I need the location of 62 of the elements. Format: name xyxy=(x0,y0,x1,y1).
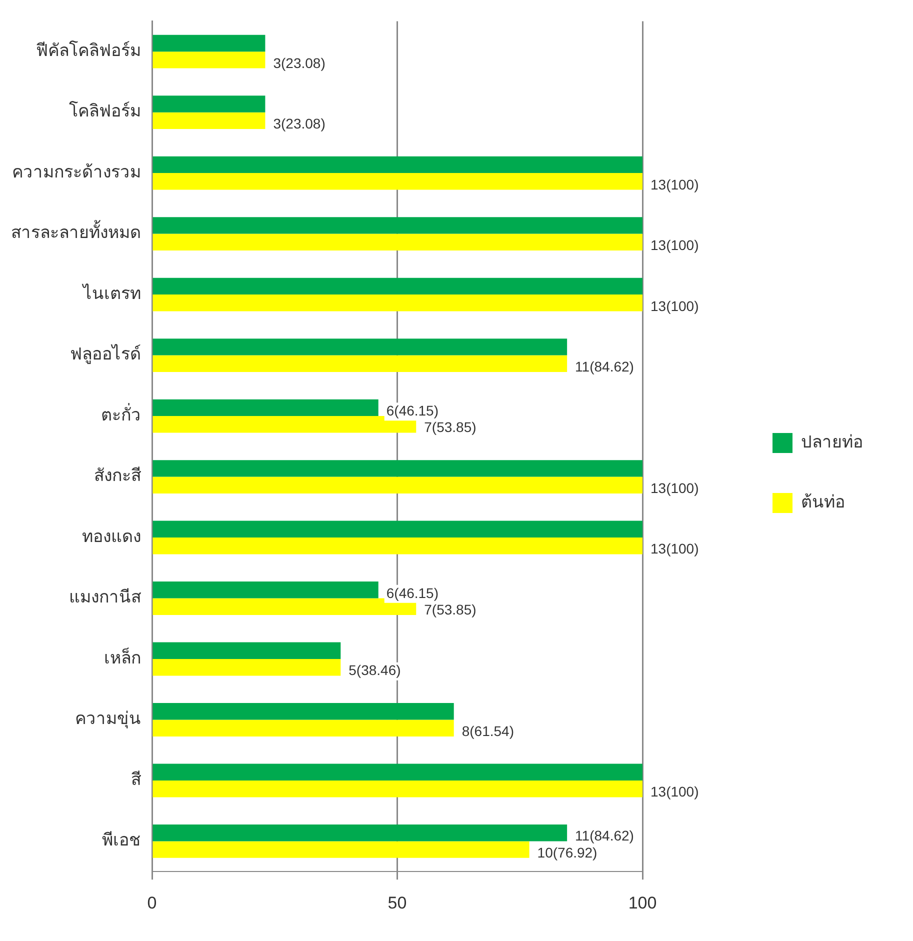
data-label: 5(38.46) xyxy=(348,662,401,678)
legend-label: ปลายท่อ xyxy=(801,432,863,452)
bar xyxy=(152,764,642,780)
bar xyxy=(152,476,642,494)
x-tick-label: 0 xyxy=(147,893,157,912)
bar xyxy=(152,173,642,190)
y-tick-label: ทองแดง xyxy=(82,526,141,547)
data-label: 3(23.08) xyxy=(273,54,326,71)
bar xyxy=(152,278,642,295)
data-label: 11(84.62) xyxy=(575,828,634,844)
data-label: 11(84.62) xyxy=(575,358,634,374)
bar xyxy=(152,217,642,234)
y-tick-label: ตะกั่ว xyxy=(101,402,141,426)
bar xyxy=(152,582,378,598)
data-label: 3(23.08) xyxy=(273,116,326,132)
bar xyxy=(152,112,266,130)
legend-label: ต้นท่อ xyxy=(801,492,845,512)
bar xyxy=(152,824,568,842)
bar xyxy=(152,156,642,174)
bar xyxy=(152,294,642,312)
bar xyxy=(152,399,378,416)
y-tick-label: สารละลายทั้งหมด xyxy=(11,220,141,244)
data-label: 13(100) xyxy=(650,480,699,496)
bar xyxy=(152,34,266,52)
y-tick-label: โคลิฟอร์ม xyxy=(69,100,141,122)
bar xyxy=(152,659,341,676)
bar xyxy=(152,355,568,372)
y-tick-label: ไนเตรท xyxy=(81,282,141,304)
x-tick-label: 50 xyxy=(388,893,407,912)
y-tick-label: ความกระด้างรวม xyxy=(12,162,141,182)
y-tick-label: สังกะสี xyxy=(94,466,142,486)
bar xyxy=(152,538,642,554)
bar xyxy=(152,520,642,538)
data-label: 13(100) xyxy=(650,298,699,314)
bar xyxy=(152,841,530,858)
data-label: 6(46.15) xyxy=(386,584,439,601)
bar xyxy=(152,642,341,659)
data-label: 13(100) xyxy=(650,540,699,557)
y-tick-label: แมงกานีส xyxy=(69,588,142,608)
data-label: 7(53.85) xyxy=(424,419,476,436)
data-label: 13(100) xyxy=(650,237,699,254)
y-tick-label: ฟลูออไรด์ xyxy=(70,344,141,365)
data-label: 10(76.92) xyxy=(537,844,598,860)
x-tick-label: 100 xyxy=(628,893,657,912)
y-tick-label: เหล็ก xyxy=(104,646,141,668)
bar xyxy=(152,96,266,112)
bar xyxy=(152,52,266,68)
y-tick-label: ฟีคัลโคลิฟอร์ม xyxy=(36,40,141,61)
y-tick-label: ความขุ่น xyxy=(75,709,141,730)
bar xyxy=(152,234,642,251)
data-label: 8(61.54) xyxy=(462,722,514,739)
y-tick-label: พีเอช xyxy=(102,830,141,851)
bar xyxy=(152,780,642,798)
bar xyxy=(152,703,454,720)
y-tick-label: สี xyxy=(131,770,142,790)
data-label: 6(46.15) xyxy=(386,402,439,419)
bar xyxy=(152,338,568,356)
bar xyxy=(152,720,454,736)
data-label: 13(100) xyxy=(650,784,699,800)
data-label: 13(100) xyxy=(650,176,699,192)
bar xyxy=(152,460,642,477)
data-label: 7(53.85) xyxy=(424,601,476,618)
